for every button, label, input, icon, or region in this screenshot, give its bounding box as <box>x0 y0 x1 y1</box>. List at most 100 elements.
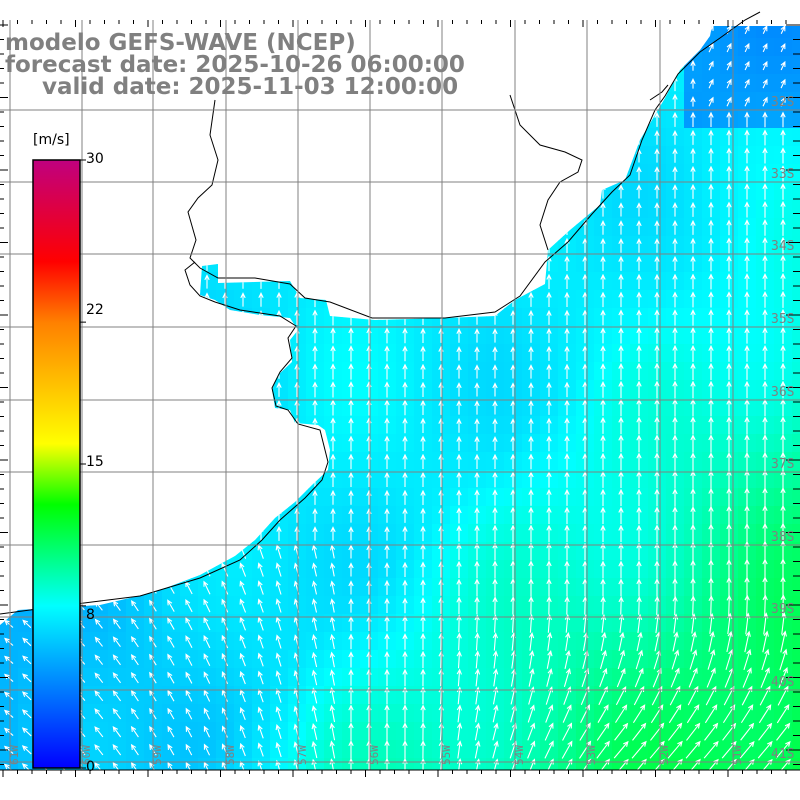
wind-arrow <box>546 129 552 146</box>
wind-arrow <box>744 416 750 435</box>
wind-arrow <box>546 57 552 73</box>
speed-cell <box>162 416 181 435</box>
wind-arrow <box>112 636 121 648</box>
wind-arrow <box>329 562 336 577</box>
wind-arrow <box>528 57 534 73</box>
wind-arrow <box>528 382 534 397</box>
wind-arrow <box>690 595 696 616</box>
wind-arrow <box>24 148 30 162</box>
wind-arrow <box>546 363 552 379</box>
wind-arrow <box>636 111 642 127</box>
wind-arrow <box>474 273 480 290</box>
wind-arrow <box>239 598 247 613</box>
speed-cell <box>396 236 415 255</box>
speed-cell <box>612 38 631 57</box>
speed-cell <box>792 236 800 255</box>
wind-arrow <box>276 111 282 127</box>
speed-cell <box>630 110 649 129</box>
speed-cell <box>162 704 181 723</box>
wind-arrow <box>492 40 498 55</box>
wind-arrow <box>186 346 192 361</box>
speed-cell <box>198 452 217 471</box>
wind-arrow <box>672 434 678 453</box>
wind-arrow <box>168 472 174 487</box>
wind-arrow <box>21 709 32 719</box>
wind-arrow <box>24 166 30 180</box>
speed-cell <box>630 56 649 75</box>
speed-cell <box>198 380 217 399</box>
speed-cell <box>378 146 397 165</box>
wind-arrow <box>276 471 282 487</box>
wind-arrow <box>94 708 104 720</box>
speed-cell <box>342 146 361 165</box>
wind-arrow <box>204 147 210 164</box>
speed-cell <box>360 218 379 237</box>
wind-arrow <box>312 220 318 235</box>
speed-cell <box>288 452 307 471</box>
speed-cell <box>612 164 631 183</box>
wind-arrow <box>384 739 390 759</box>
speed-cell <box>774 26 793 39</box>
speed-cell <box>180 560 199 579</box>
wind-arrow <box>654 506 660 525</box>
speed-cell <box>414 236 433 255</box>
wind-arrow <box>167 743 175 756</box>
speed-cell <box>486 74 505 93</box>
wind-arrow <box>240 328 246 343</box>
wind-arrow <box>492 614 498 633</box>
wind-arrow <box>618 488 624 507</box>
wind-arrow <box>744 594 750 617</box>
wind-arrow <box>112 761 122 770</box>
wind-arrow <box>312 399 318 416</box>
wind-arrow <box>474 668 481 687</box>
wind-arrow <box>474 400 480 415</box>
wind-arrow <box>726 291 732 308</box>
wind-arrow <box>384 507 390 523</box>
wind-arrow <box>276 183 282 199</box>
wind-arrow <box>456 542 462 560</box>
wind-arrow <box>780 272 786 290</box>
wind-arrow <box>420 615 426 632</box>
speed-cell <box>72 128 91 147</box>
wind-arrow <box>167 671 175 684</box>
wind-arrow <box>780 326 786 344</box>
wind-arrow <box>114 400 120 415</box>
wind-arrow <box>420 507 426 524</box>
wind-arrow <box>130 671 139 684</box>
speed-cell <box>234 326 253 345</box>
wind-arrow <box>510 309 516 325</box>
speed-cell <box>162 344 181 363</box>
wind-arrow <box>384 291 390 308</box>
colorbar-unit: [m/s] <box>33 132 70 148</box>
speed-cell <box>126 146 145 165</box>
speed-cell <box>198 470 217 489</box>
wind-arrow <box>708 577 714 598</box>
wind-arrow <box>528 417 534 433</box>
wind-arrow <box>132 418 138 433</box>
wind-arrow <box>240 436 246 451</box>
wind-arrow <box>618 148 624 163</box>
wind-arrow <box>744 255 750 272</box>
wind-arrow <box>492 542 498 561</box>
wind-arrow <box>312 273 318 289</box>
wind-arrow <box>528 632 535 651</box>
wind-arrow <box>780 200 786 218</box>
wind-arrow <box>257 652 264 667</box>
speed-cell <box>378 254 397 273</box>
wind-arrow <box>708 60 714 71</box>
wind-arrow <box>510 328 516 343</box>
wind-arrow <box>94 636 103 647</box>
wind-arrow <box>311 669 318 686</box>
speed-cell <box>90 524 109 543</box>
wind-arrow <box>384 704 390 723</box>
wind-arrow <box>420 255 426 272</box>
wind-arrow <box>96 328 102 343</box>
speed-cell <box>0 164 19 183</box>
wind-arrow <box>528 328 534 343</box>
wind-arrow <box>312 417 318 434</box>
speed-cell <box>90 488 109 507</box>
wind-arrow <box>672 506 678 525</box>
speed-cell <box>126 344 145 363</box>
wind-arrow <box>42 112 48 126</box>
